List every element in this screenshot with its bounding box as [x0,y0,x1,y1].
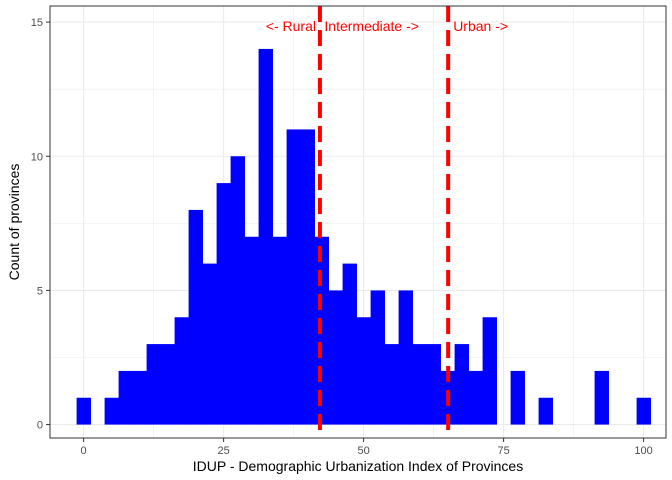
histogram-bar [244,236,259,425]
histogram-bar [384,344,399,425]
histogram-bar [286,129,301,425]
region-label: <- Rural [266,18,316,34]
y-tick-label: 5 [37,285,43,297]
histogram-bar [132,370,147,425]
histogram-bar [76,397,91,425]
histogram-bar [426,344,441,425]
histogram-bar [230,156,245,425]
histogram-bar [468,370,483,425]
region-annotations: <- Rural Intermediate -> Urban -> [266,18,508,34]
y-tick-label: 15 [31,17,43,29]
plot-panel-border [49,5,667,439]
x-tick-label: 75 [497,445,509,457]
histogram-bar [482,317,497,425]
histogram-bar [272,236,287,425]
histogram-bar [202,263,217,425]
region-label: Urban -> [453,18,508,34]
histogram-bar [188,209,203,425]
histogram-bar [146,344,161,425]
histogram-bar [510,370,525,425]
x-tick-label: 50 [357,445,369,457]
histogram-bar [216,183,231,425]
histogram-bar [118,370,133,425]
histogram-bar [636,397,651,425]
histogram-bar [328,290,343,425]
x-tick-label: 100 [634,445,652,457]
x-axis-ticks: 0 25 50 75 100 [81,438,653,457]
region-label: Intermediate -> [324,18,419,34]
histogram-bar [412,344,427,425]
histogram-bar [174,317,189,425]
y-axis-ticks: 0 5 10 15 [31,17,50,432]
histogram-bar [300,129,315,425]
x-axis-title: IDUP - Demographic Urbanization Index of… [193,458,523,474]
y-tick-label: 10 [31,151,43,163]
histogram-bar [258,48,273,425]
histogram-bar [104,397,119,425]
y-tick-label: 0 [37,420,43,432]
histogram-bar [454,344,469,425]
y-axis-title: Count of provinces [6,164,22,281]
histogram-bar [538,397,553,425]
histogram-bar [342,263,357,425]
histogram-bar [594,370,609,425]
threshold-lines [317,6,451,438]
histogram-bar [398,290,413,425]
histogram-bar [370,290,385,425]
x-tick-label: 25 [217,445,229,457]
histogram-bar [356,317,371,425]
histogram-bar [160,344,175,425]
x-tick-label: 0 [81,445,87,457]
